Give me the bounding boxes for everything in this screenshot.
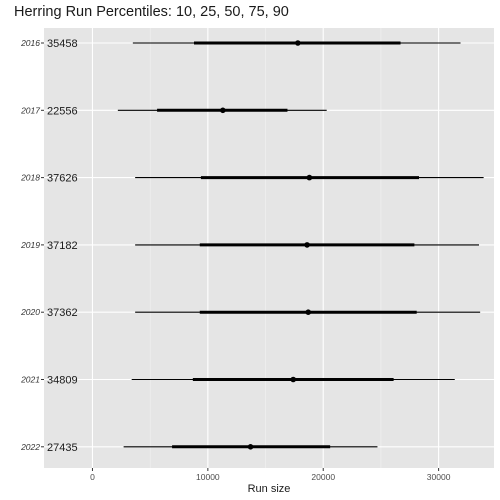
y-tick-label-value: 37182 [47,240,78,252]
y-tick-label-value: 37626 [47,173,78,185]
plot-panel [44,28,494,468]
y-tick-label-year: 2019 [20,240,40,250]
median-point [305,309,311,315]
y-tick-label-year: 2022 [20,442,40,452]
chart-title: Herring Run Percentiles: 10, 25, 50, 75,… [14,4,289,20]
y-tick-label-value: 22556 [47,105,78,117]
median-point [307,175,313,181]
y-tick-label-value: 35458 [47,38,78,50]
median-point [304,242,310,248]
x-axis-label: Run size [248,483,291,495]
x-tick-label: 0 [90,472,95,482]
y-tick-label-year: 2018 [20,173,40,183]
y-tick-label-value: 34809 [47,375,78,387]
y-tick-label-value: 27435 [47,442,78,454]
x-axis: 0 10000 20000 30000 [90,468,451,482]
median-point [248,444,254,450]
y-tick-label-year: 2017 [20,105,40,115]
x-tick-label: 10000 [196,472,220,482]
median-point [220,108,226,114]
y-tick-label-year: 2021 [20,375,40,385]
median-point [290,377,296,383]
y-tick-label-year: 2016 [20,38,40,48]
median-point [295,40,301,46]
x-tick-label: 20000 [311,472,335,482]
y-tick-label-year: 2020 [20,307,40,317]
x-tick-label: 30000 [427,472,451,482]
y-tick-label-value: 37362 [47,307,78,319]
